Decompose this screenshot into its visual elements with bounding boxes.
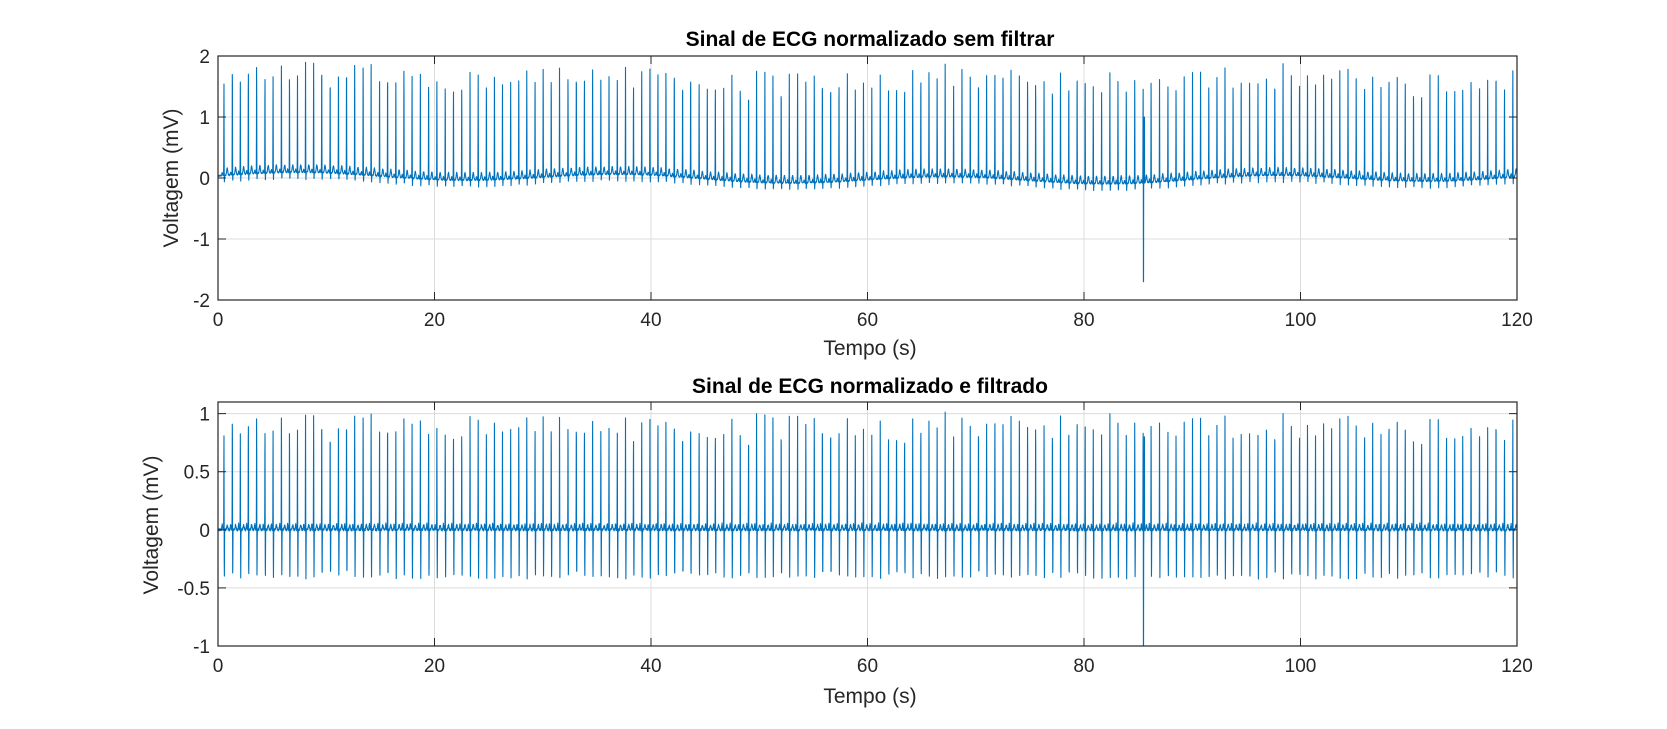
top-chart-xtick-label-5: 100 xyxy=(1285,310,1317,331)
bottom-chart-ticks: 0 20 40 60 80 100 120 -1 -0.5 0 0.5 1 xyxy=(177,402,1533,677)
top-chart-xtick-label-3: 60 xyxy=(857,310,878,331)
top-chart-ytick-label-1: -1 xyxy=(193,230,210,251)
top-chart-ytick-label-4: 2 xyxy=(199,47,210,68)
top-chart: Sinal de ECG normalizado sem filtrar 0 20… xyxy=(160,28,1533,360)
bottom-chart-xtick-label-5: 100 xyxy=(1285,656,1317,677)
bottom-chart-xtick-label-6: 120 xyxy=(1501,656,1533,677)
top-chart-xtick-label-2: 40 xyxy=(640,310,661,331)
bottom-chart-xtick-label-1: 20 xyxy=(424,656,445,677)
top-chart-xtick-label-6: 120 xyxy=(1501,310,1533,331)
bottom-chart: Sinal de ECG normalizado e filtrado 0 20 4… xyxy=(140,375,1533,708)
bottom-chart-ytick-label-2: 0 xyxy=(199,521,210,542)
bottom-chart-ytick-label-1: -0.5 xyxy=(177,579,210,600)
top-chart-ticks: 0 20 40 60 80 100 120 -2 -1 0 1 2 xyxy=(193,47,1533,331)
bottom-chart-xtick-label-3: 60 xyxy=(857,656,878,677)
bottom-chart-ytick-label-0: -1 xyxy=(193,637,210,658)
bottom-chart-xtick-label-2: 40 xyxy=(640,656,661,677)
bottom-chart-ylabel: Voltagem (mV) xyxy=(140,456,163,595)
top-chart-xtick-label-1: 20 xyxy=(424,310,445,331)
bottom-chart-xlabel: Tempo (s) xyxy=(823,685,916,708)
bottom-chart-ytick-label-3: 0.5 xyxy=(184,463,210,484)
top-chart-xtick-label-4: 80 xyxy=(1073,310,1094,331)
top-chart-series-line xyxy=(217,61,1518,283)
top-chart-xlabel: Tempo (s) xyxy=(823,337,916,360)
bottom-chart-xtick-label-4: 80 xyxy=(1073,656,1094,677)
bottom-chart-ytick-label-4: 1 xyxy=(199,405,210,426)
top-chart-title: Sinal de ECG normalizado sem filtrar xyxy=(686,28,1055,51)
bottom-chart-xtick-label-0: 0 xyxy=(213,656,224,677)
top-chart-ylabel: Voltagem (mV) xyxy=(160,109,183,248)
top-chart-ytick-label-0: -2 xyxy=(193,291,210,312)
top-chart-xtick-label-0: 0 xyxy=(213,310,224,331)
top-chart-ytick-label-2: 0 xyxy=(199,169,210,190)
top-chart-ytick-label-3: 1 xyxy=(199,108,210,129)
bottom-chart-title: Sinal de ECG normalizado e filtrado xyxy=(692,375,1048,398)
bottom-chart-series-line xyxy=(217,411,1518,647)
